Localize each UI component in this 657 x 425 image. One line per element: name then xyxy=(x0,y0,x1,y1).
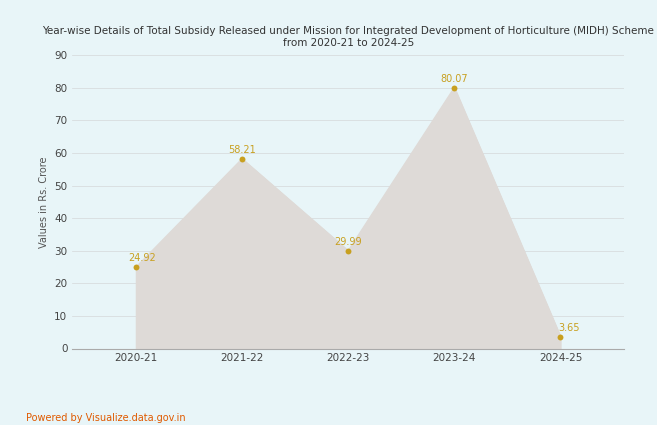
Title: Year-wise Details of Total Subsidy Released under Mission for Integrated Develop: Year-wise Details of Total Subsidy Relea… xyxy=(42,26,654,48)
Text: 80.07: 80.07 xyxy=(441,74,468,84)
Point xyxy=(237,156,247,162)
Text: 24.92: 24.92 xyxy=(128,253,156,264)
Text: 58.21: 58.21 xyxy=(228,145,256,155)
Point xyxy=(449,84,460,91)
Point xyxy=(343,247,353,254)
Point xyxy=(555,333,566,340)
Text: 29.99: 29.99 xyxy=(334,237,362,247)
Text: 3.65: 3.65 xyxy=(558,323,579,333)
Legend: Total: Total xyxy=(320,421,376,425)
Y-axis label: Values in Rs. Crore: Values in Rs. Crore xyxy=(39,156,49,248)
Text: Powered by Visualize.data.gov.in: Powered by Visualize.data.gov.in xyxy=(26,413,186,423)
Point xyxy=(131,264,141,271)
